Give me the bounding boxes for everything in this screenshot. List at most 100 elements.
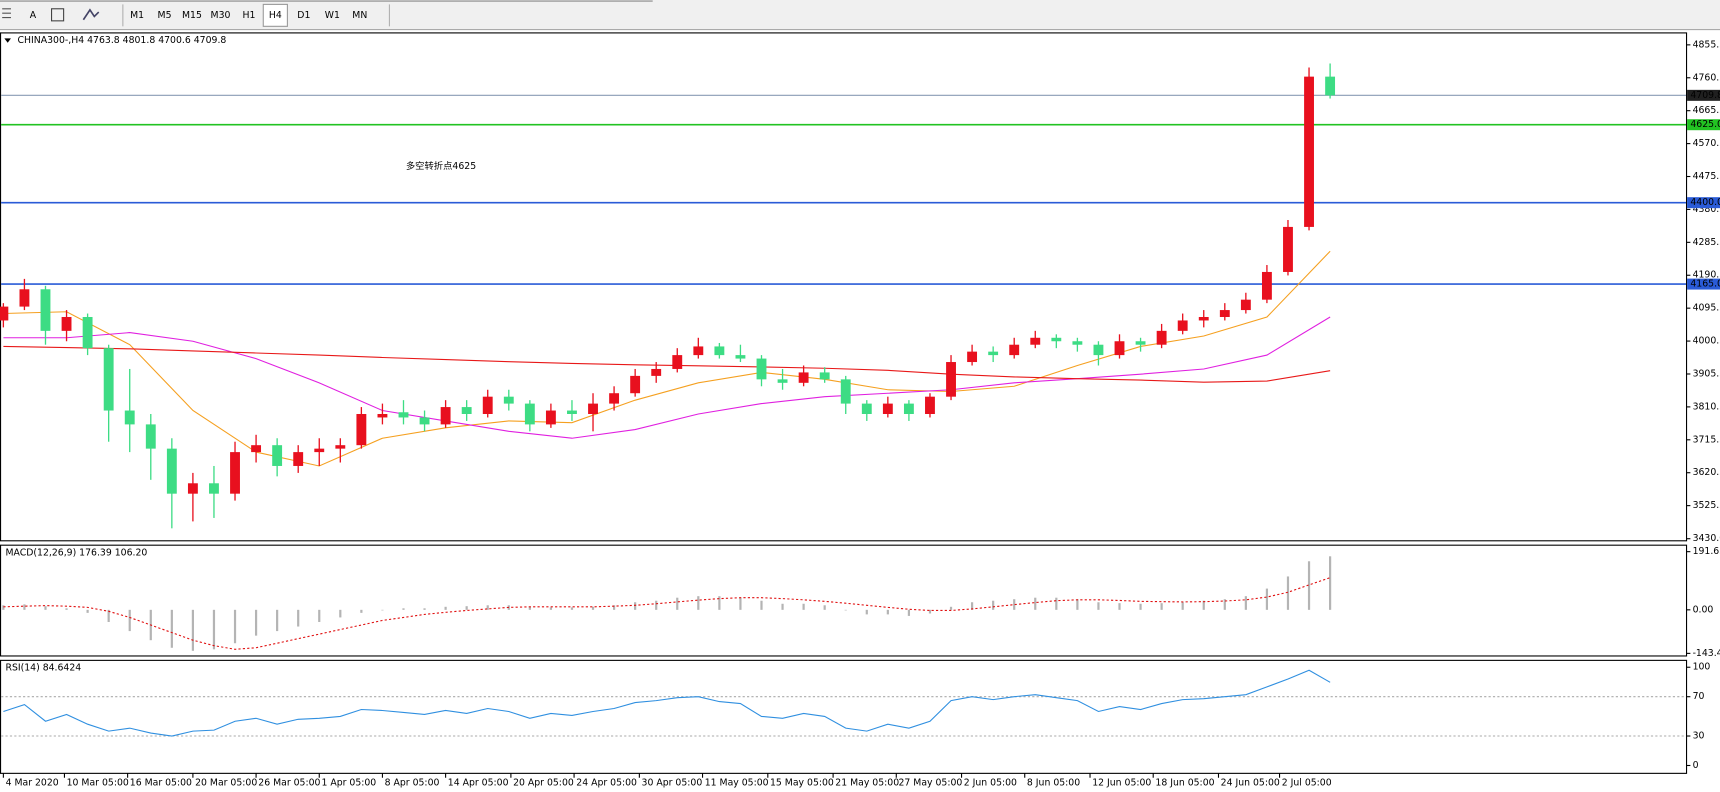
y-tick-label: 3810.5 xyxy=(1693,401,1720,412)
candle-body xyxy=(925,396,935,414)
candle-body xyxy=(588,403,598,414)
y-tick-label: 4380.5 xyxy=(1693,204,1720,215)
candle-body xyxy=(1072,341,1083,345)
histogram-bar xyxy=(823,605,826,610)
y-tick-label: 3430.0 xyxy=(1693,533,1720,544)
indicator-title: RSI(14) 84.6424 xyxy=(5,663,81,674)
histogram-bar xyxy=(44,606,47,610)
y-tick-label: 4760.5 xyxy=(1693,72,1720,83)
candle-body xyxy=(293,452,304,466)
x-tick-label: 12 Jun 05:00 xyxy=(1092,778,1151,789)
histogram-bar xyxy=(360,609,363,613)
candle-body xyxy=(187,483,198,494)
toolbar-button[interactable]: M5 xyxy=(158,10,172,21)
toolbar-button[interactable]: A xyxy=(30,10,37,21)
y-tick-label: 70 xyxy=(1693,691,1705,702)
histogram-bar xyxy=(191,609,194,651)
icon-shapes[interactable] xyxy=(82,8,100,21)
histogram-bar xyxy=(444,606,447,610)
histogram-bar xyxy=(212,609,216,650)
toolbar-button[interactable]: H1 xyxy=(243,10,256,21)
histogram-bar xyxy=(802,603,805,610)
candle-body xyxy=(166,448,177,494)
y-tick-label: 4665.5 xyxy=(1693,105,1720,116)
toolbar-button[interactable]: W1 xyxy=(325,10,340,21)
candle-body xyxy=(377,413,388,418)
histogram-bar xyxy=(254,609,258,636)
candle-body xyxy=(651,368,662,376)
moving-average xyxy=(3,316,1331,439)
indicator-title: MACD(12,26,9) 176.39 106.20 xyxy=(5,547,147,558)
moving-average xyxy=(3,250,1331,467)
icon-text[interactable] xyxy=(51,8,65,22)
histogram-bar xyxy=(612,605,616,610)
x-tick-label: 1 Apr 05:00 xyxy=(321,778,376,789)
candle-body xyxy=(103,348,114,411)
histogram-bar xyxy=(65,608,68,610)
candle-body xyxy=(840,379,851,404)
y-tick-label: 3905.5 xyxy=(1693,368,1720,379)
histogram-bar xyxy=(465,606,468,610)
icon-menu[interactable] xyxy=(2,8,11,19)
toolbar xyxy=(0,0,1720,30)
candle-body xyxy=(798,372,809,383)
histogram-bar xyxy=(697,596,700,610)
toolbar-button[interactable]: H4 xyxy=(269,10,282,21)
histogram-bar xyxy=(1181,602,1184,610)
histogram-bar xyxy=(907,609,911,616)
indicator-line xyxy=(3,669,1331,737)
price-label-box xyxy=(1687,119,1720,131)
x-tick-label: 30 Apr 05:00 xyxy=(642,778,703,789)
x-tick-label: 14 Apr 05:00 xyxy=(448,778,509,789)
toolbar-button[interactable]: M15 xyxy=(182,10,202,21)
price-label-box xyxy=(1687,89,1720,101)
x-tick-label: 8 Jun 05:00 xyxy=(1027,778,1080,789)
candle-body xyxy=(1304,76,1314,227)
histogram-bar xyxy=(1034,597,1037,610)
candle-body xyxy=(230,452,240,494)
toolbar-button[interactable]: M1 xyxy=(130,10,144,21)
candle-body xyxy=(440,407,451,425)
price-label: 4709.8 xyxy=(1690,90,1720,101)
candle-body xyxy=(314,448,325,453)
x-tick-label: 16 Mar 05:00 xyxy=(130,778,192,789)
histogram-bar xyxy=(233,609,237,644)
histogram-bar xyxy=(549,607,553,610)
price-label-box xyxy=(1687,278,1720,290)
histogram-bar xyxy=(1076,599,1079,610)
histogram-bar xyxy=(970,602,974,610)
y-tick-label: 4285.5 xyxy=(1693,237,1720,248)
histogram-bar xyxy=(2,605,5,610)
toolbar-button[interactable]: M30 xyxy=(211,10,231,21)
candle-body xyxy=(609,393,620,404)
toolbar-buttons: A M1 M5 M15 M30 H1 H4 D1 W1 MN xyxy=(0,0,653,27)
candle-body xyxy=(819,372,830,380)
toolbar-button[interactable]: MN xyxy=(352,10,367,21)
histogram-bar xyxy=(718,596,721,610)
x-tick-label: 26 Mar 05:00 xyxy=(258,778,320,789)
candle-body xyxy=(567,410,577,414)
candle-body xyxy=(545,410,556,425)
histogram-bar xyxy=(339,609,342,618)
panel: 191.63 0.00 -143.44 MACD(12,26,9) 176.39 10… xyxy=(0,544,1720,659)
toolbar-button[interactable]: D1 xyxy=(297,10,310,21)
x-tick-label: 15 May 05:00 xyxy=(770,778,834,789)
x-tick-label: 2 Jul 05:00 xyxy=(1282,778,1332,789)
panel-frame xyxy=(0,659,1688,774)
button-selected xyxy=(262,3,288,27)
y-tick-label: 3525.5 xyxy=(1693,500,1720,511)
histogram-bar xyxy=(1139,603,1142,610)
candle-body xyxy=(82,316,93,349)
histogram-bar xyxy=(760,600,763,610)
x-tick-label: 24 Apr 05:00 xyxy=(576,778,637,789)
candle-body xyxy=(1051,337,1062,342)
signal-line xyxy=(3,577,1331,650)
candle-body xyxy=(272,445,283,466)
x-tick-label: 18 Jun 05:00 xyxy=(1155,778,1214,789)
candle-body xyxy=(1135,341,1146,345)
candle-body xyxy=(777,379,788,383)
histogram-bar xyxy=(297,609,300,627)
x-tick-label: 24 Jun 05:00 xyxy=(1221,778,1280,789)
candle-body xyxy=(693,346,704,356)
